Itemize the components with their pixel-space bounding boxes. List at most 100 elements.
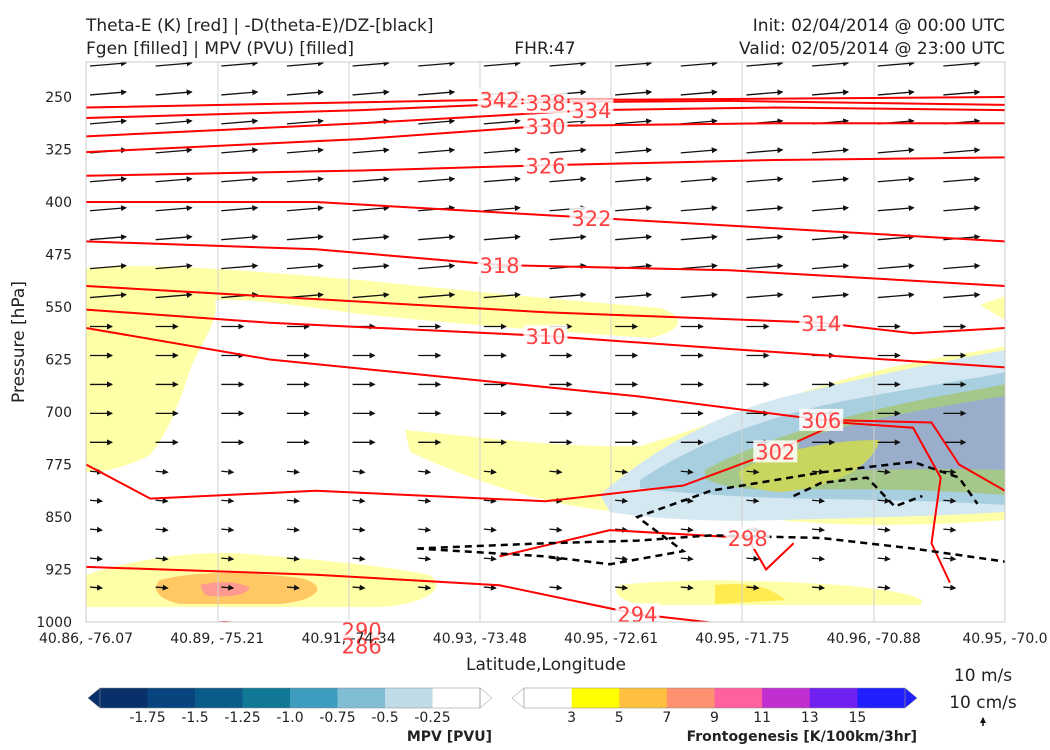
wind-vector xyxy=(812,263,850,270)
wind-vector xyxy=(746,497,760,504)
wind-vector xyxy=(155,89,193,96)
wind-vector xyxy=(615,205,653,212)
wind-vector xyxy=(155,205,193,212)
wind-vector xyxy=(221,118,259,125)
wind-vector xyxy=(352,292,390,299)
fgen-colorbar-label: Frontogenesis [K/100km/3hr] xyxy=(687,729,917,745)
colorbar-segment xyxy=(714,688,763,708)
mpv-fill-upper-left xyxy=(86,266,679,472)
x-tick-label: 40.95, -71.75 xyxy=(695,631,789,647)
wind-vector xyxy=(812,176,850,183)
wind-vector xyxy=(812,584,826,591)
wind-vector xyxy=(418,555,432,562)
vector-key-horizontal: 10 m/s xyxy=(954,666,1012,686)
wind-vector xyxy=(549,147,587,154)
theta-e-contour-label: 294 xyxy=(617,603,657,627)
wind-vector xyxy=(483,292,521,299)
colorbar-frame xyxy=(523,687,906,709)
theta-e-contour-label: 342 xyxy=(480,89,520,113)
theta-e-label-bg xyxy=(569,206,614,229)
wind-vector xyxy=(89,176,127,183)
wind-vector xyxy=(155,292,193,299)
x-tick-label: 40.95, -70.0 xyxy=(962,631,1047,647)
fgen-fill-lower-right-yellow xyxy=(715,583,785,604)
wind-vector xyxy=(483,118,521,125)
colorbar-tick-label: 13 xyxy=(801,710,819,726)
valid-time: Valid: 02/05/2014 @ 23:00 UTC xyxy=(739,39,1005,59)
theta-e-contour-label: 302 xyxy=(755,440,795,464)
x-axis-ticks: 40.86, -76.07 40.89, -75.21 40.91, -74.34 4… xyxy=(39,631,1048,647)
theta-e-contour-label: 314 xyxy=(801,312,841,336)
colorbar-segment xyxy=(385,688,433,708)
wind-vector xyxy=(418,263,456,270)
colorbar-frame xyxy=(99,687,481,709)
wind-vector xyxy=(352,89,390,96)
wind-vector xyxy=(155,526,169,533)
wind-vector xyxy=(877,584,891,591)
wind-vector xyxy=(877,526,891,533)
theta-e-contour-label: 310 xyxy=(525,325,565,349)
y-tick-label: 1000 xyxy=(36,615,72,631)
wind-vector xyxy=(89,62,127,67)
colorbar-tick-label: -1.75 xyxy=(129,710,165,726)
wind-vector xyxy=(746,147,784,154)
wind-vector xyxy=(680,584,694,591)
y-axis-label: Pressure [hPa] xyxy=(9,281,29,403)
wind-vector xyxy=(286,584,300,591)
wind-vector xyxy=(680,263,718,270)
dthetae-dz-contours xyxy=(416,460,1005,566)
wind-vector xyxy=(89,234,127,241)
wind-vector xyxy=(155,234,193,241)
dthetae-dz-contour-line xyxy=(793,476,923,508)
x-tick-label: 40.93, -73.48 xyxy=(433,631,527,647)
wind-vector xyxy=(352,147,390,154)
theta-e-label-bg xyxy=(569,99,614,122)
wind-vector xyxy=(812,292,850,299)
wind-vector xyxy=(812,497,826,504)
colorbar-tick-label: 7 xyxy=(662,710,671,726)
y-tick-label: 475 xyxy=(45,248,72,264)
wind-vector xyxy=(877,292,915,299)
wind-vector xyxy=(746,555,760,562)
colorbar-segment xyxy=(242,688,291,708)
title-line-2: Fgen [filled] | MPV (PVU) [filled] xyxy=(86,39,354,59)
theta-e-contour-label: 318 xyxy=(480,254,520,278)
wind-vector xyxy=(746,584,760,591)
mpv-fill-right-edge xyxy=(980,296,1005,320)
wind-vector xyxy=(943,526,957,533)
wind-vector xyxy=(549,176,587,183)
wind-vector xyxy=(877,205,915,212)
x-tick-label: 40.91, -74.34 xyxy=(302,631,396,647)
fgen-fill-lower-left-pink xyxy=(200,582,250,597)
theta-e-contour-label: 330 xyxy=(525,115,565,139)
wind-vector xyxy=(877,263,915,270)
wind-vector xyxy=(286,62,324,67)
wind-vector xyxy=(680,234,718,241)
wind-vector xyxy=(877,176,915,183)
wind-vector xyxy=(155,118,193,125)
wind-vector xyxy=(746,292,784,299)
wind-vector xyxy=(418,62,456,67)
colorbar-segment xyxy=(857,688,906,708)
wind-vector xyxy=(943,292,981,299)
wind-vector xyxy=(155,468,169,475)
wind-vector xyxy=(746,89,784,96)
wind-vector xyxy=(549,62,587,67)
theta-e-label-bg xyxy=(799,408,844,431)
colorbar-tick-label: -0.25 xyxy=(414,710,450,726)
y-tick-label: 925 xyxy=(45,563,72,579)
wind-vector xyxy=(418,526,432,533)
theta-e-label-bg xyxy=(477,88,522,111)
wind-vector xyxy=(615,118,653,125)
wind-vector xyxy=(812,555,826,562)
wind-vector xyxy=(615,176,653,183)
wind-vector xyxy=(483,147,521,154)
wind-vector xyxy=(877,62,915,67)
fgen-colorbar: 3 5 7 9 11 13 15 xyxy=(511,687,918,726)
wind-vector xyxy=(352,176,390,183)
wind-vector xyxy=(89,526,103,533)
wind-vector xyxy=(418,468,432,475)
wind-vector xyxy=(483,205,521,212)
wind-vector xyxy=(943,62,981,67)
